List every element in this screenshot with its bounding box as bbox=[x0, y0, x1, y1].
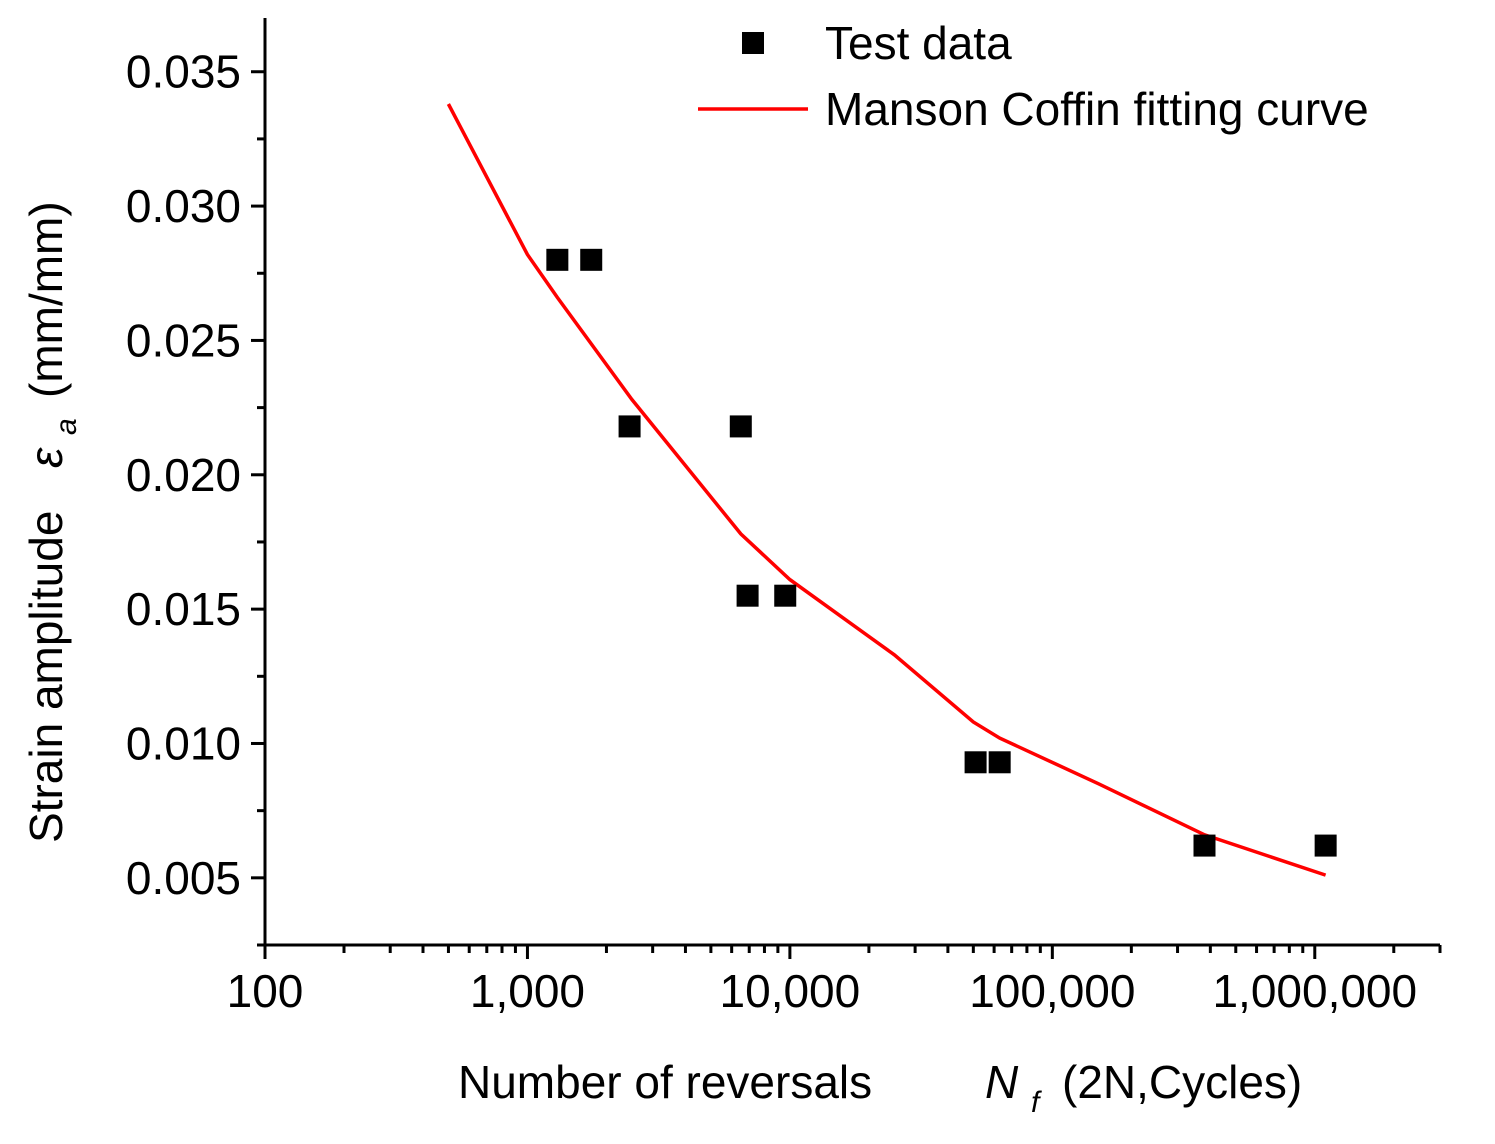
x-axis-title: Number of reversals N f (2N,Cycles) bbox=[458, 1056, 1302, 1122]
y-axis-ticks: 0.005 0.010 0.015 0.020 0.025 0.030 0.035 bbox=[126, 46, 265, 947]
y-axis-title: Strain amplitude ε a (mm/mm) bbox=[20, 201, 86, 843]
test-data-point bbox=[618, 415, 641, 438]
y-tick-label: 0.035 bbox=[126, 46, 241, 98]
legend-marker-test-data bbox=[742, 32, 764, 54]
legend-label-test-data: Test data bbox=[825, 17, 1012, 69]
y-tick-label: 0.020 bbox=[126, 449, 241, 501]
legend: Test data Manson Coffin fitting curve bbox=[698, 17, 1369, 135]
x-axis-ticks: 100 1,000 10,000 100,000 1,000,000 bbox=[227, 945, 1442, 1017]
x-axis-title-main: Number of reversals bbox=[458, 1056, 872, 1108]
y-tick-label: 0.010 bbox=[126, 717, 241, 769]
test-data-point bbox=[580, 248, 603, 271]
x-tick-label: 10,000 bbox=[720, 965, 861, 1017]
y-axis-title-suffix: (mm/mm) bbox=[20, 201, 72, 398]
y-tick-label: 0.015 bbox=[126, 583, 241, 635]
test-data-point bbox=[774, 584, 797, 607]
test-data-point bbox=[988, 751, 1011, 774]
test-data-point bbox=[964, 751, 987, 774]
test-data-point bbox=[736, 584, 759, 607]
y-tick-label: 0.025 bbox=[126, 314, 241, 366]
y-tick-label: 0.030 bbox=[126, 180, 241, 232]
test-data-point bbox=[546, 248, 569, 271]
y-tick-label: 0.005 bbox=[126, 852, 241, 904]
x-axis-title-subscript: f bbox=[1031, 1086, 1042, 1119]
y-axis-title-symbol: ε bbox=[20, 447, 72, 468]
manson-coffin-fit-line bbox=[446, 103, 1327, 877]
test-data-point bbox=[729, 415, 752, 438]
x-tick-label: 1,000 bbox=[470, 965, 585, 1017]
fit-curve-layer bbox=[446, 103, 1327, 877]
legend-label-fitting-curve: Manson Coffin fitting curve bbox=[825, 83, 1369, 135]
y-axis-title-main: Strain amplitude bbox=[20, 511, 72, 843]
x-tick-label: 100 bbox=[227, 965, 304, 1017]
y-axis-title-subscript: a bbox=[50, 418, 83, 435]
x-axis-title-suffix: (2N,Cycles) bbox=[1062, 1056, 1302, 1108]
x-tick-label: 100,000 bbox=[969, 965, 1135, 1017]
x-axis-title-symbol: N bbox=[985, 1056, 1019, 1108]
test-data-point bbox=[1193, 834, 1216, 857]
test-data-point bbox=[1314, 834, 1337, 857]
x-tick-label: 1,000,000 bbox=[1212, 965, 1417, 1017]
test-data-points bbox=[546, 248, 1337, 857]
